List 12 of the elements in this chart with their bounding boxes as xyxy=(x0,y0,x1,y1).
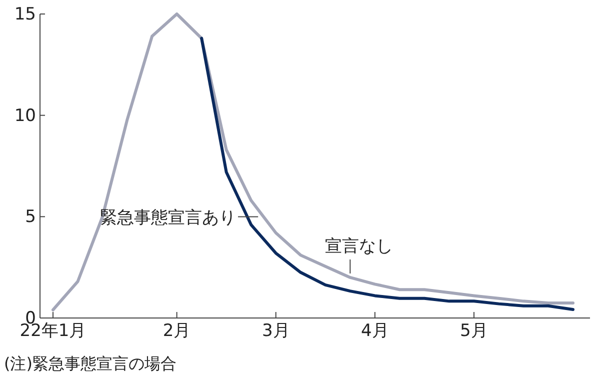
x-tick-label: 3月 xyxy=(262,321,290,342)
line-series xyxy=(52,12,574,312)
x-tick-label: 4月 xyxy=(360,321,389,342)
line-series xyxy=(200,36,574,311)
series-label: 緊急事態宣言あり xyxy=(100,208,236,228)
y-tick-label: 10 xyxy=(14,106,36,126)
x-tick-label: 2月 xyxy=(162,321,191,342)
series-label: 宣言なし xyxy=(325,236,394,256)
x-tick-label: 5月 xyxy=(460,321,488,342)
y-tick-label: 5 xyxy=(25,207,36,228)
y-tick-label: 15 xyxy=(14,4,36,24)
text: (注)緊急事態宣言の場合 xyxy=(4,354,176,373)
